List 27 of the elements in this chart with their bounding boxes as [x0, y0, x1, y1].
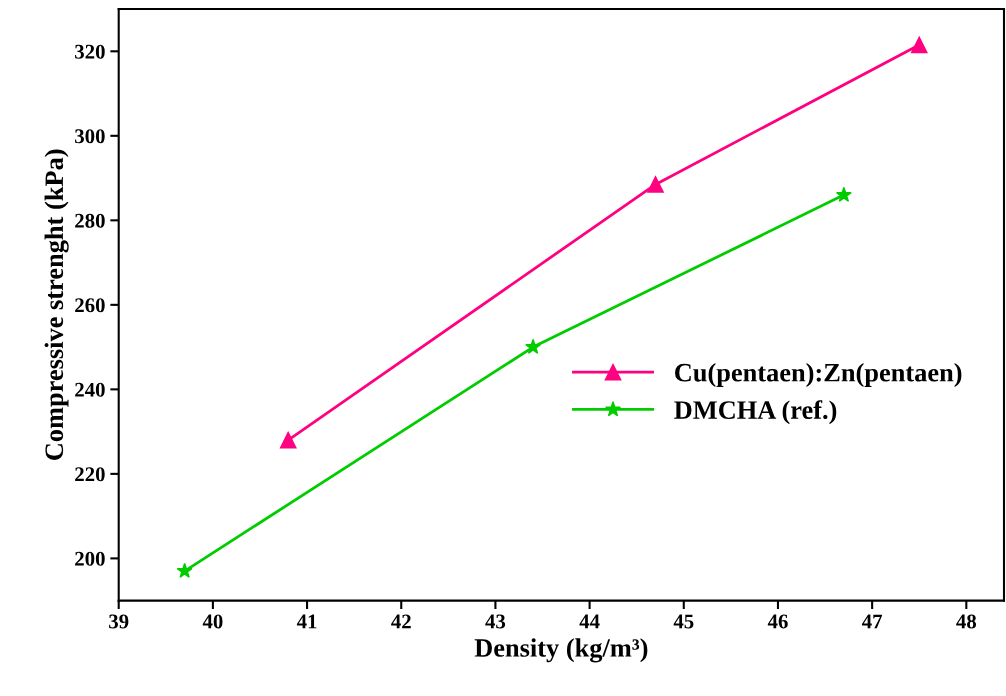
y-tick-label: 320	[75, 44, 105, 59]
x-tick-label: 40	[202, 614, 223, 629]
y-tick-label: 200	[75, 551, 105, 566]
point	[910, 36, 928, 54]
point	[835, 186, 852, 202]
y-axis-title: Compressive strenght (kPa)	[44, 149, 69, 460]
point	[647, 176, 664, 193]
x-tick-label: 45	[673, 614, 694, 629]
point	[525, 338, 542, 354]
x-tick-label: 46	[767, 614, 788, 629]
point	[279, 431, 297, 449]
x-tick-label: 39	[109, 614, 129, 629]
x-tick-label: 47	[862, 614, 883, 629]
y-tick-label: 220	[75, 467, 105, 482]
x-tick-label: 41	[296, 614, 317, 629]
point	[176, 562, 193, 578]
legend-label: DMCHA (ref.)	[674, 400, 837, 425]
y-tick-label: 280	[75, 213, 105, 228]
x-tick-label: 43	[485, 614, 506, 629]
x-tick-label: 48	[956, 614, 977, 629]
legend-label: Cu(pentaen):Zn(pentaen)	[675, 363, 962, 387]
y-tick-label: 300	[75, 129, 105, 144]
y-tick-label: 260	[75, 298, 105, 313]
x-tick-label: 44	[579, 614, 600, 629]
x-tick-label: 42	[391, 614, 411, 629]
y-tick-label: 240	[75, 382, 105, 397]
x-axis-title: Density (kg/m³)	[474, 638, 648, 663]
